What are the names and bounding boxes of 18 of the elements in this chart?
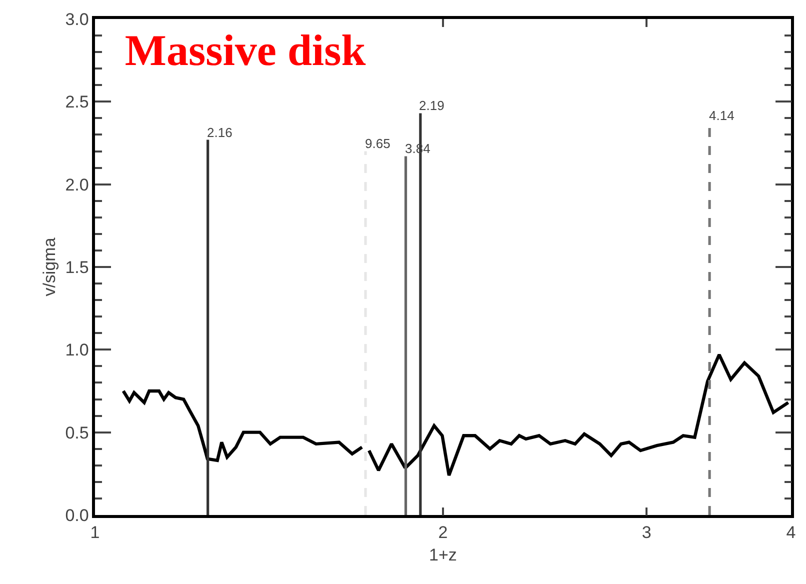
y-tick-label: 1.5	[65, 258, 89, 277]
y-tick-label: 3.0	[65, 10, 89, 29]
annotation: 9.65	[365, 136, 390, 151]
x-axis-title: 1+z	[429, 546, 457, 565]
y-tick-label: 0.5	[65, 423, 89, 442]
y-tick-label: 2.0	[65, 175, 89, 194]
annotation: 4.14	[709, 108, 734, 123]
chart-title: Massive disk	[124, 26, 366, 76]
x-tick-label: 1	[90, 523, 100, 542]
y-axis-title: v/sigma	[40, 237, 59, 296]
x-tick-label: 3	[642, 523, 652, 542]
annotation: 2.16	[207, 125, 232, 140]
x-tick-label: 4	[786, 523, 796, 542]
y-tick-label: 2.5	[65, 92, 89, 112]
annotation: 2.19	[419, 98, 444, 113]
y-tick-label: 1.0	[65, 340, 89, 360]
x-tick-label: 2	[438, 523, 448, 542]
y-tick-label: 0.0	[65, 506, 89, 525]
